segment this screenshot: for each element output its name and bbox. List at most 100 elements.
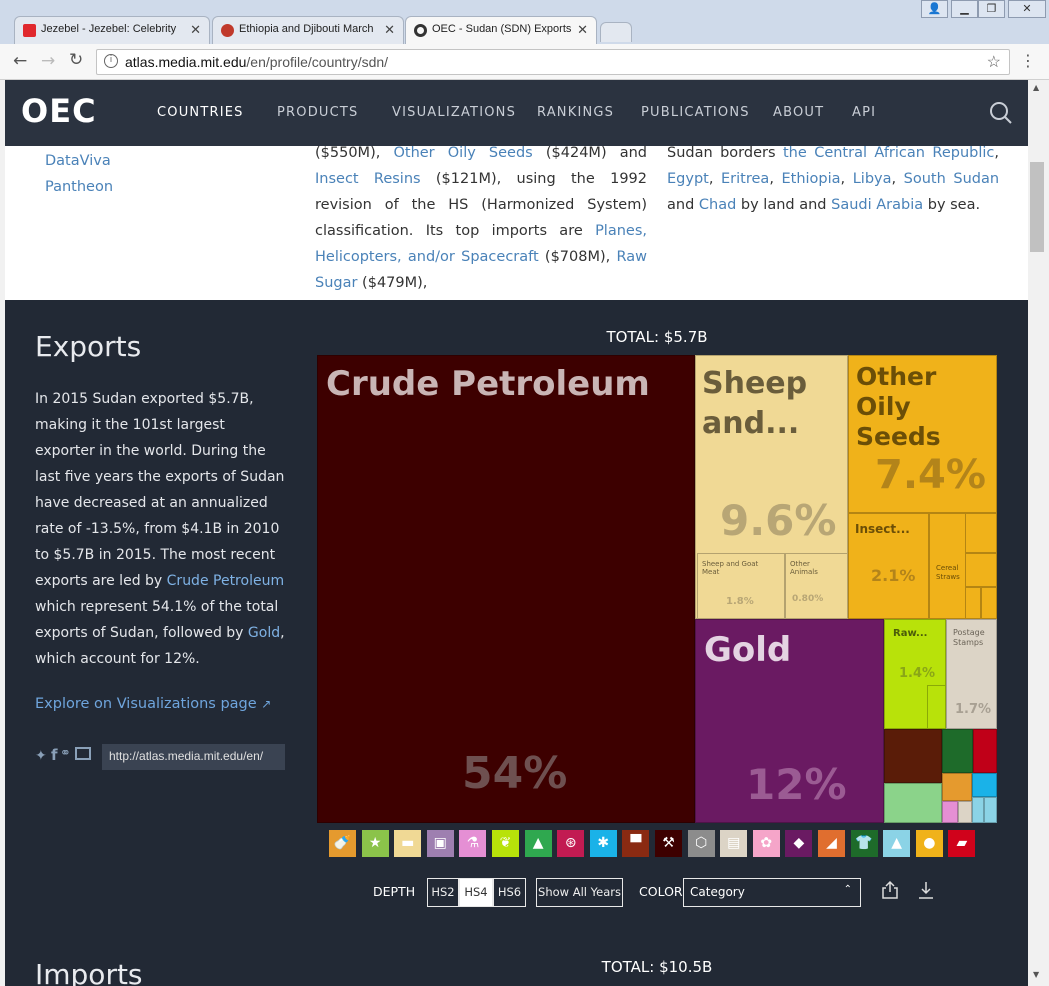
share-icon[interactable]	[881, 880, 899, 900]
plastics-icon[interactable]: ⊛	[557, 830, 585, 857]
text-link[interactable]: Egypt	[667, 171, 709, 187]
tile-postage-stamps[interactable]: Postage Stamps 1.7%	[946, 619, 997, 729]
weapons-icon[interactable]: ●	[915, 830, 943, 857]
stone-and-glass-icon[interactable]: ▰	[948, 830, 976, 857]
animal-products-icon[interactable]: 🍼	[329, 830, 356, 857]
tile-small-product[interactable]	[958, 801, 972, 823]
nav-about[interactable]: ABOUT	[773, 105, 825, 120]
tile-small-product[interactable]	[927, 685, 946, 729]
foodstuffs-icon[interactable]: ❦	[492, 830, 519, 857]
text-link[interactable]: Planes, Helicopters, and/or Spacecraft	[315, 223, 647, 265]
scrollbar-thumb[interactable]	[1030, 162, 1044, 252]
browser-tab-oec[interactable]: OEC - Sudan (SDN) Exports ✕	[405, 16, 597, 45]
animal-hides-icon[interactable]: ▬	[394, 830, 422, 857]
forward-arrow-icon[interactable]: →	[41, 51, 56, 71]
tile-small-product[interactable]	[984, 797, 997, 823]
miscellaneous-icon[interactable]: ⬡	[687, 830, 715, 857]
text-link[interactable]: Gold	[247, 625, 281, 641]
share-url-field[interactable]: http://atlas.media.mit.edu/en/	[102, 744, 285, 770]
nav-api[interactable]: API	[852, 105, 877, 120]
address-bar[interactable]: i atlas.media.mit.edu/en/profile/country…	[96, 49, 1010, 75]
tile-insect-resins[interactable]: Insect... 2.1%	[848, 513, 929, 619]
twitter-icon[interactable]: ✦	[35, 748, 47, 764]
tile-small-product[interactable]	[973, 729, 997, 773]
explore-visualizations-link[interactable]: Explore on Visualizations page ↗	[35, 696, 271, 712]
arts-and-antiques-icon[interactable]: ▤	[720, 830, 748, 857]
textiles-icon[interactable]: ✿	[752, 830, 780, 857]
sidebar-link-pantheon[interactable]: Pantheon	[45, 179, 114, 195]
facebook-icon[interactable]: f	[51, 746, 58, 764]
scroll-down-arrow-icon[interactable]: ▼	[1033, 970, 1040, 979]
text-link[interactable]: Ethiopia	[781, 171, 841, 187]
tile-crude-petroleum[interactable]: Crude Petroleum 54%	[317, 355, 695, 823]
tile-other-oily-seeds[interactable]: Other Oily Seeds 7.4%	[848, 355, 997, 513]
show-all-years-button[interactable]: Show All Years	[536, 878, 623, 907]
browser-tab-jezebel[interactable]: Jezebel - Jezebel: Celebrity ✕	[14, 16, 210, 44]
tile-small-product[interactable]	[942, 801, 958, 823]
info-icon[interactable]: i	[104, 54, 118, 68]
window-close-button[interactable]: ✕	[1008, 0, 1046, 18]
menu-kebab-icon[interactable]: ⋮	[1020, 51, 1036, 70]
depth-hs4-button[interactable]: HS4	[459, 878, 493, 907]
nav-visualizations[interactable]: VISUALIZATIONS	[392, 105, 517, 120]
tile-small-product[interactable]	[972, 773, 997, 797]
depth-hs6-button[interactable]: HS6	[493, 878, 526, 907]
tile-small-product[interactable]	[884, 729, 942, 783]
search-icon[interactable]	[989, 101, 1013, 125]
maximize-button[interactable]: ❐	[978, 0, 1005, 18]
text-link[interactable]: Eritrea	[721, 171, 770, 187]
tile-small-product[interactable]	[965, 513, 997, 553]
chemical-products-icon[interactable]: ⚗	[459, 830, 487, 857]
bookmark-star-icon[interactable]: ☆	[986, 54, 1001, 71]
text-link[interactable]: the Central African Republic	[782, 145, 995, 161]
text-link[interactable]: Crude Petroleum	[166, 573, 285, 589]
image-icon[interactable]	[75, 747, 91, 760]
nav-countries[interactable]: COUNTRIES	[157, 105, 244, 120]
tile-small-product[interactable]	[965, 553, 997, 587]
download-icon[interactable]	[917, 880, 935, 900]
text-link[interactable]: Raw Sugar	[315, 249, 647, 291]
close-icon[interactable]: ✕	[384, 22, 395, 37]
tile-small-product[interactable]	[942, 729, 973, 773]
precious-metals-icon[interactable]: ◆	[785, 830, 813, 857]
vegetable-products-icon[interactable]: ★	[361, 830, 389, 857]
oec-logo[interactable]: OEC	[21, 92, 97, 130]
text-link[interactable]: Libya	[852, 171, 892, 187]
tile-small-product[interactable]	[942, 773, 972, 801]
nav-products[interactable]: PRODUCTS	[277, 105, 359, 120]
nav-publications[interactable]: PUBLICATIONS	[641, 105, 750, 120]
depth-hs2-button[interactable]: HS2	[427, 878, 459, 907]
paper-goods-icon[interactable]: ▣	[426, 830, 454, 857]
nav-rankings[interactable]: RANKINGS	[537, 105, 615, 120]
reload-icon[interactable]: ↻	[69, 50, 84, 70]
page-scrollbar[interactable]: ▲ ▼	[1028, 80, 1049, 986]
transportation-icon[interactable]: ▲	[883, 830, 911, 857]
browser-tab-ethiopia[interactable]: Ethiopia and Djibouti March ✕	[212, 16, 404, 44]
sidebar-link-dataviva[interactable]: DataViva	[45, 153, 111, 169]
metals-icon[interactable]: ▀	[622, 830, 650, 857]
exports-treemap[interactable]: Crude Petroleum 54% Sheep and... 9.6% Sh…	[317, 355, 997, 823]
tile-small-product[interactable]	[972, 797, 984, 823]
text-link[interactable]: Other Oily Seeds	[393, 145, 533, 161]
text-link[interactable]: Insect Resins	[315, 171, 421, 187]
tile-small-product[interactable]	[965, 587, 981, 619]
close-icon[interactable]: ✕	[577, 22, 588, 37]
tile-gold[interactable]: Gold 12%	[695, 619, 884, 823]
machines-icon[interactable]: ✱	[589, 830, 617, 857]
tile-other-animals[interactable]: Other Animals 0.80%	[785, 553, 848, 619]
tile-sheep-goat-meat[interactable]: Sheep and Goat Meat 1.8%	[697, 553, 785, 619]
close-icon[interactable]: ✕	[190, 22, 201, 37]
user-icon[interactable]: 👤	[921, 0, 948, 18]
text-link[interactable]: South Sudan	[903, 171, 1000, 187]
footwear-icon[interactable]: ▲	[524, 830, 552, 857]
tile-small-product[interactable]	[884, 783, 942, 823]
color-select[interactable]: Category ⌃	[683, 878, 861, 907]
textile-products-icon[interactable]: 👕	[850, 830, 878, 857]
mineral-products-icon[interactable]: ⚒	[655, 830, 682, 857]
link-icon[interactable]: ⚭	[60, 746, 71, 761]
text-link[interactable]: Saudi Arabia	[831, 197, 924, 213]
new-tab-button[interactable]	[600, 22, 632, 42]
minimize-button[interactable]: ▁	[951, 0, 978, 18]
instruments-icon[interactable]: ◢	[818, 830, 845, 857]
back-arrow-icon[interactable]: ←	[13, 51, 28, 71]
